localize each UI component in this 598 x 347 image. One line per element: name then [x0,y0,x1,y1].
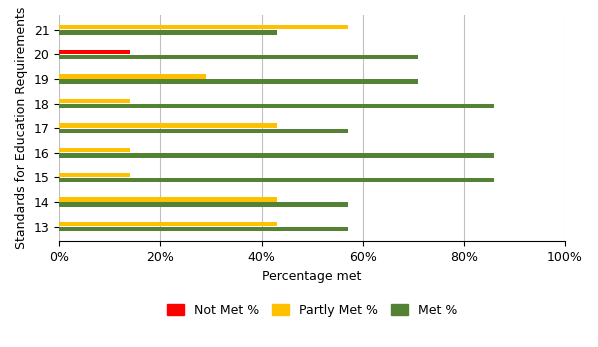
Bar [59,55,419,59]
Legend: Not Met %, Partly Met %, Met %: Not Met %, Partly Met %, Met % [160,297,464,323]
Y-axis label: Standards for Education Requirements: Standards for Education Requirements [15,7,28,249]
Bar [59,202,347,207]
Bar [59,50,130,54]
Bar [59,222,277,226]
Bar [59,153,494,158]
Bar [59,79,419,84]
Bar [59,124,277,128]
Bar [59,178,494,182]
Bar [59,104,494,108]
Bar [59,50,130,54]
Bar [59,227,347,231]
Bar [59,74,206,79]
Bar [59,30,277,35]
Bar [59,99,130,103]
Bar [59,129,347,133]
Bar [59,173,130,177]
Bar [59,25,347,29]
X-axis label: Percentage met: Percentage met [263,270,362,283]
Bar [59,197,277,202]
Bar [59,148,130,152]
